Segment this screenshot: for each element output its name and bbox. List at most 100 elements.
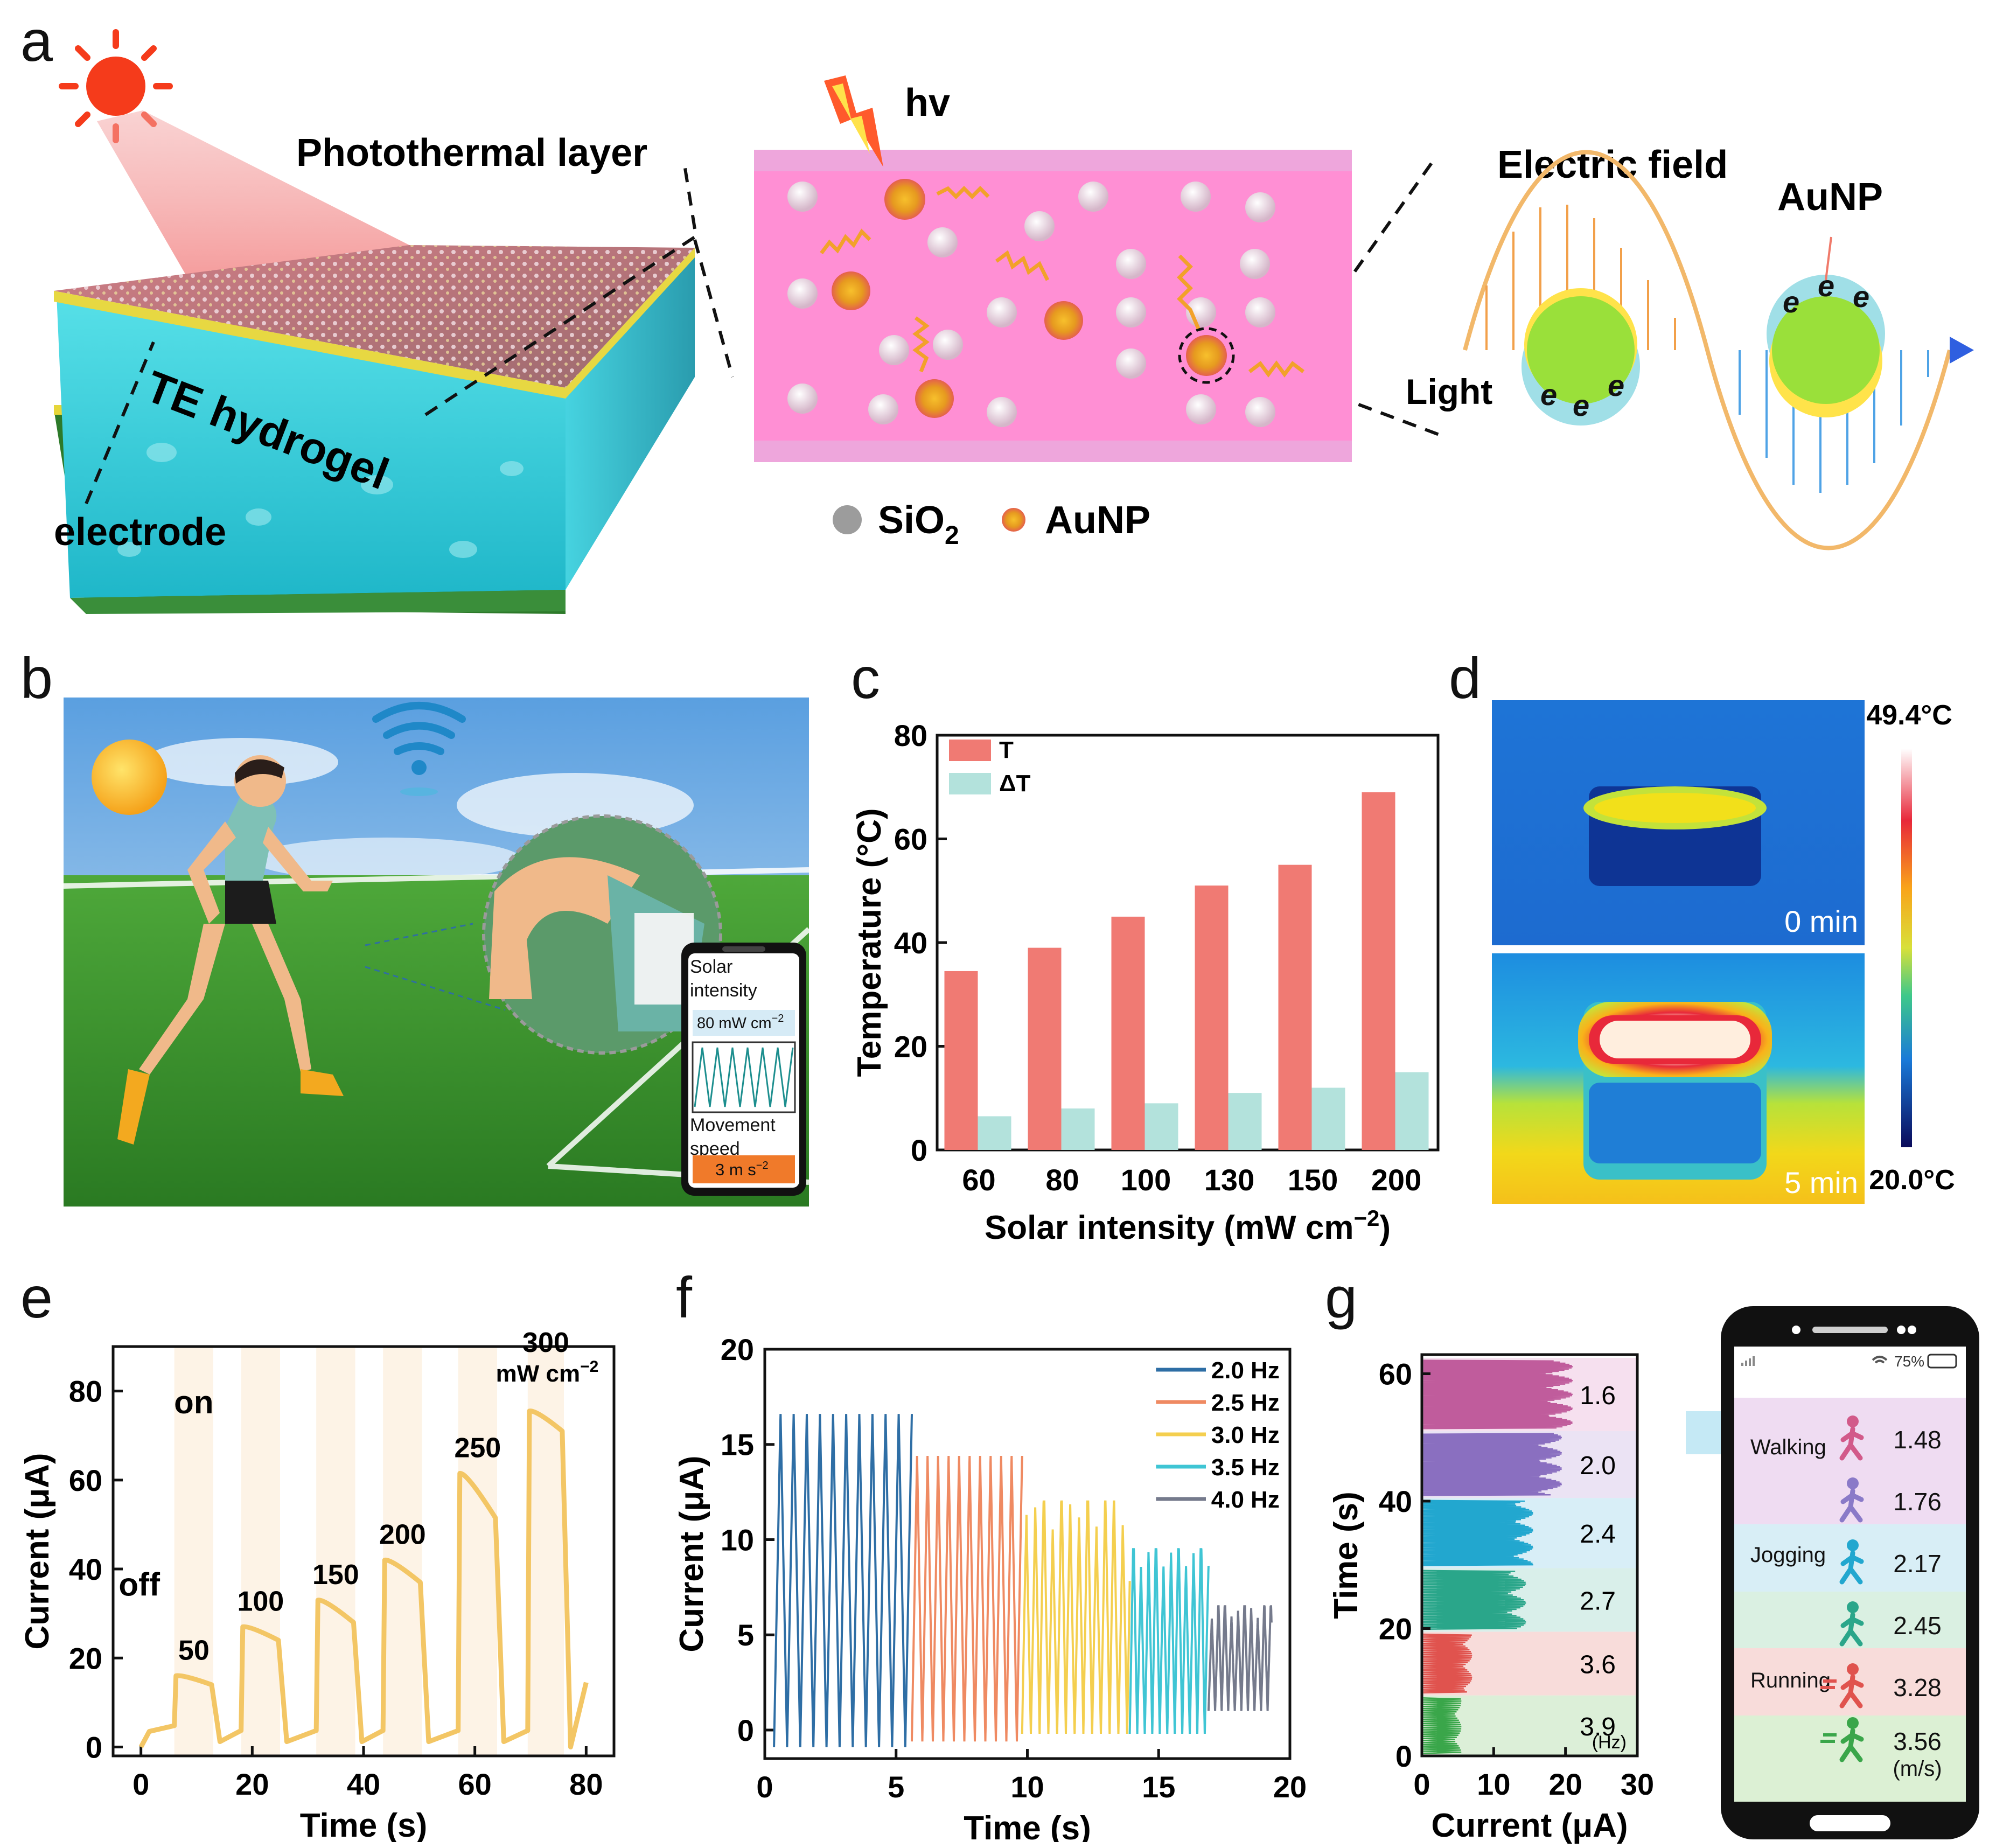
- person-body: [1839, 1488, 1864, 1523]
- x-axis-label-close: ): [1379, 1209, 1391, 1246]
- person-head: [1847, 1539, 1859, 1551]
- series-2-0-Hz: [773, 1414, 913, 1747]
- frequency-label: 2.4: [1580, 1520, 1616, 1549]
- speed-value: 3.28: [1893, 1673, 1942, 1701]
- series-4-0-Hz: [1207, 1605, 1273, 1711]
- running-label: Running: [1750, 1669, 1831, 1692]
- bar-t: [1278, 864, 1312, 1150]
- jogging-label: Jogging: [1750, 1543, 1826, 1567]
- x-tick-label: 60: [962, 1163, 995, 1197]
- jogging-person-icon: [1839, 1601, 1864, 1647]
- intensity-label: 50: [178, 1635, 210, 1666]
- intensity-unit-exp: −2: [580, 1358, 598, 1376]
- electrode-label: electrode: [54, 511, 226, 554]
- runner: [117, 755, 344, 1145]
- hz-unit-label: (Hz): [1592, 1732, 1627, 1753]
- battery-percent: 75%: [1894, 1353, 1924, 1370]
- legend-label: 2.0 Hz: [1211, 1357, 1280, 1384]
- frequency-label: 3.6: [1580, 1651, 1616, 1679]
- electric-field-label: Electric field: [1497, 143, 1728, 186]
- photothermal-detail: hv SiO2 AuNP: [754, 75, 1352, 550]
- x-tick-label: 20: [1549, 1767, 1582, 1801]
- x-tick-label: 20: [1273, 1770, 1307, 1804]
- y-tick-label: 80: [69, 1375, 102, 1408]
- legend-swatch: [949, 740, 991, 761]
- electron-label: e: [1818, 269, 1834, 303]
- light-label: Light: [1406, 372, 1492, 412]
- electron-label: e: [1783, 285, 1799, 319]
- light-on-band: [458, 1347, 497, 1756]
- bar-delta-t: [1061, 1108, 1095, 1150]
- legend-label: 4.0 Hz: [1211, 1487, 1280, 1513]
- x-tick-label: 5: [888, 1770, 904, 1804]
- bar-t: [1028, 947, 1062, 1150]
- on-label: on: [174, 1384, 213, 1420]
- trace: [1423, 1697, 1462, 1754]
- y-tick-label: 0: [737, 1713, 754, 1747]
- chart-g: 3.9 3.6 2.7 2.4 2.0 1.6 (Hz) 0 20 40 60 0 10 20 30 Curr…: [1328, 1353, 1654, 1844]
- x-tick-label: 10: [1477, 1767, 1510, 1801]
- walking-person-icon: [1839, 1477, 1864, 1523]
- y-tick-label: 0: [1395, 1739, 1412, 1773]
- x-tick-label: 0: [756, 1770, 773, 1804]
- x-tick-label: 60: [458, 1767, 492, 1801]
- electric-field-detail: Electric field AuNP e e e e e: [1406, 143, 1974, 550]
- min-temp-label: 20.0°C: [1869, 1164, 1955, 1196]
- speed-value: 1.48: [1893, 1426, 1942, 1454]
- running-person-icon: [1820, 1663, 1864, 1708]
- y-tick-label: 40: [69, 1552, 102, 1586]
- phone-display: Solar intensity 80 mW cm−2 Movement spee…: [681, 943, 806, 1196]
- panel-label-g: g: [1325, 1265, 1358, 1330]
- current-curve: [138, 1408, 589, 1749]
- y-axis-label: Temperature (°C): [851, 808, 888, 1077]
- bar-t: [944, 971, 978, 1150]
- speed-lines: [1820, 1733, 1837, 1743]
- speed-value: 3.56: [1893, 1727, 1942, 1755]
- x-axis-label: Solar intensity (mW cm−2): [985, 1205, 1391, 1246]
- time-label-top: 0 min: [1784, 904, 1858, 938]
- frequency-label: 2.7: [1580, 1587, 1616, 1615]
- sio2-legend-marker: [833, 505, 862, 534]
- x-tick-label: 30: [1621, 1767, 1654, 1801]
- battery-icon: [1927, 1354, 1957, 1369]
- intensity-label: 300: [522, 1327, 569, 1358]
- x-tick-label: 80: [569, 1767, 603, 1801]
- person-body: [1839, 1612, 1864, 1647]
- te-device: [54, 245, 695, 614]
- panel-label-d: d: [1449, 645, 1482, 710]
- y-tick-label: 0: [911, 1133, 927, 1167]
- speed-lines: [1820, 1679, 1837, 1689]
- bar-delta-t: [1228, 1093, 1262, 1150]
- x-tick-label: 0: [1413, 1767, 1430, 1801]
- phone-speed-value: 3 m s−2: [715, 1160, 769, 1179]
- electron-label: e: [1608, 368, 1624, 402]
- trace: [1423, 1570, 1526, 1630]
- aunp-label: AuNP: [1777, 176, 1883, 219]
- trace: [1423, 1433, 1562, 1496]
- aunp-legend-marker: [1002, 508, 1025, 532]
- x-axis-label-exp: −2: [1354, 1205, 1380, 1231]
- speed-value: 2.45: [1893, 1612, 1942, 1640]
- jogging-person-icon: [1839, 1539, 1864, 1585]
- person-body: [1839, 1426, 1864, 1461]
- speed-unit-label: (m/s): [1893, 1757, 1942, 1781]
- electron-label: e: [1540, 378, 1557, 412]
- y-tick-label: 15: [721, 1428, 754, 1462]
- intensity-unit-label: mW cm−2: [496, 1358, 599, 1387]
- legend-label: 2.5 Hz: [1211, 1390, 1280, 1416]
- y-tick-label: 40: [1379, 1484, 1412, 1518]
- y-tick-label: 80: [894, 719, 927, 752]
- phone-speed-label: Movement speed: [690, 1115, 776, 1160]
- sio2-legend-label: SiO2: [878, 499, 959, 550]
- trace: [1423, 1359, 1573, 1429]
- legend-swatch: [949, 773, 991, 794]
- x-tick-label: 15: [1142, 1770, 1175, 1804]
- frequency-label: 3.9: [1580, 1713, 1616, 1741]
- bar-t: [1111, 916, 1145, 1150]
- waveform-icon: [694, 1047, 794, 1107]
- person-head: [1847, 1601, 1859, 1613]
- photothermal-layer-label: Photothermal layer: [296, 131, 647, 175]
- frequency-label: 1.6: [1580, 1382, 1616, 1410]
- x-tick-label: 80: [1045, 1163, 1079, 1197]
- time-label-bottom: 5 min: [1784, 1166, 1858, 1200]
